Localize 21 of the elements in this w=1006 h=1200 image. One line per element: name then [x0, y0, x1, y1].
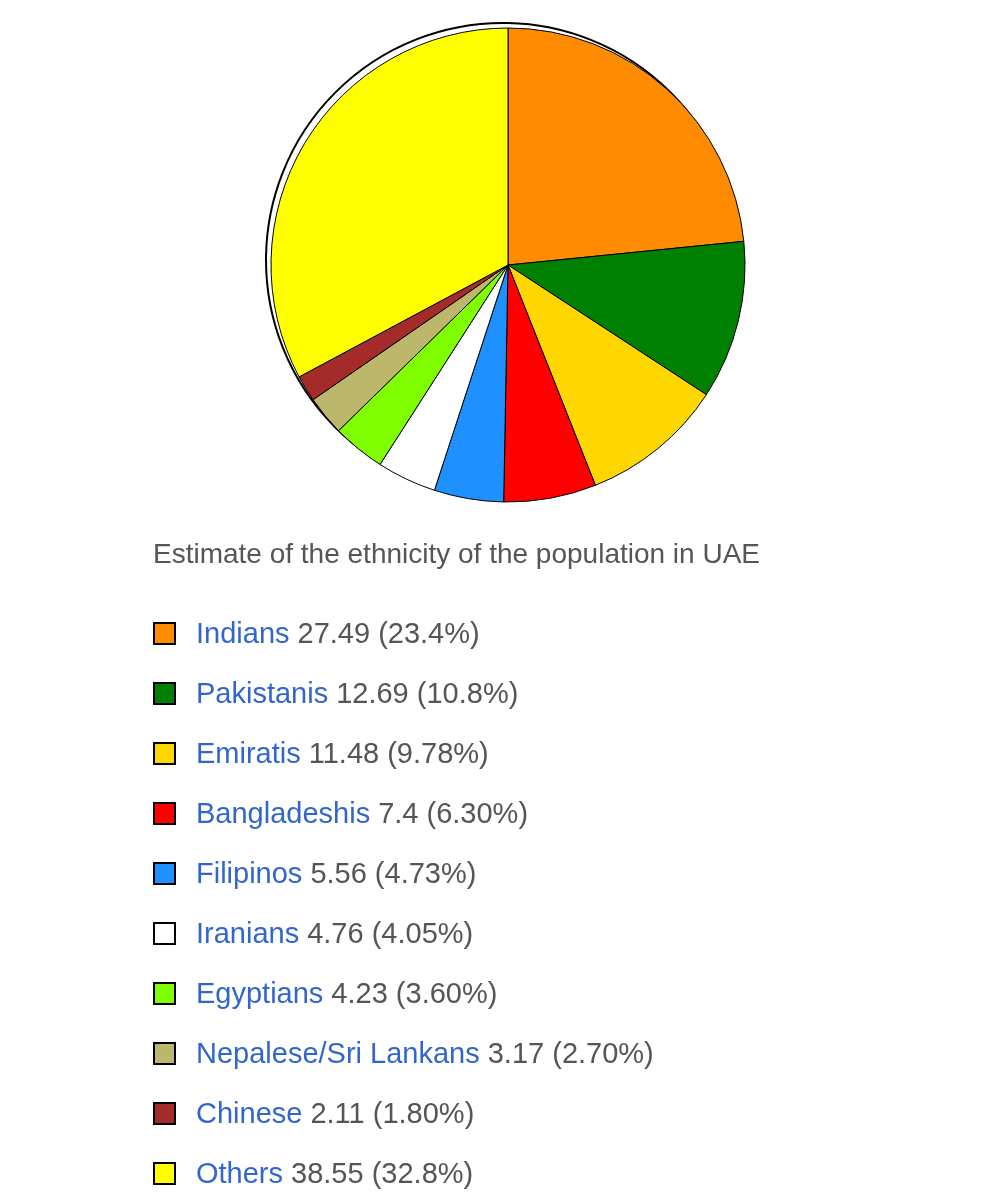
text: Estimate of the ethnicity of the population in UAE: [153, 538, 761, 570]
data-label: 27.49 (23.4%): [297, 616, 480, 650]
data-label: 3.17 (2.70%): [487, 1036, 654, 1070]
legend-label: Others: [196, 1156, 284, 1190]
legend-label: Bangladeshis: [196, 796, 371, 830]
legend-label: Iranians: [196, 916, 300, 950]
data-label: 7.4 (6.30%): [378, 796, 529, 830]
data-label: 4.23 (3.60%): [331, 976, 498, 1010]
data-label: 12.69 (10.8%): [336, 676, 519, 710]
legend-label: Emiratis: [196, 736, 301, 770]
legend-label: Chinese: [196, 1096, 303, 1130]
data-label: 2.11 (1.80%): [310, 1096, 475, 1130]
data-label: 5.56 (4.73%): [310, 856, 477, 890]
data-label: 4.76 (4.05%): [307, 916, 474, 950]
legend-label: Nepalese/Sri Lankans: [196, 1036, 480, 1070]
legend-label: Indians: [196, 616, 290, 650]
legend-label: Filipinos: [196, 856, 303, 890]
data-label: 11.48 (9.78%): [308, 736, 489, 770]
legend-label: Egyptians: [196, 976, 324, 1010]
legend-label: Pakistanis: [196, 676, 329, 710]
data-label: 38.55 (32.8%): [291, 1156, 474, 1190]
